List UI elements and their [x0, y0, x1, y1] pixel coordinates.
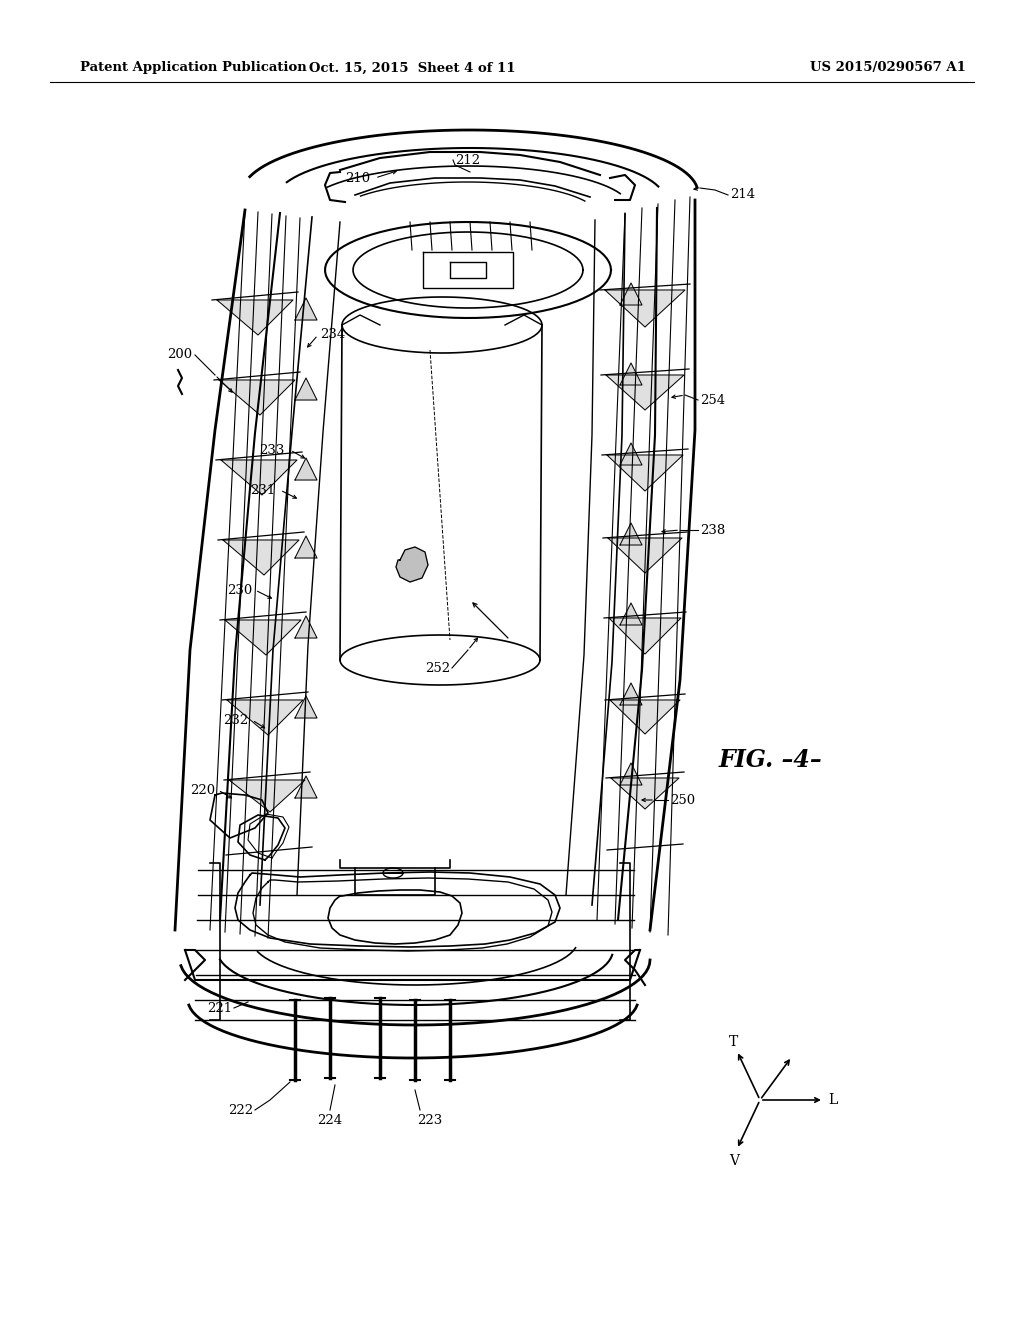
- Polygon shape: [620, 523, 642, 545]
- Polygon shape: [620, 363, 642, 385]
- Text: 200: 200: [168, 348, 193, 362]
- Text: US 2015/0290567 A1: US 2015/0290567 A1: [810, 62, 966, 74]
- Text: 233: 233: [260, 444, 285, 457]
- Text: V: V: [729, 1154, 739, 1168]
- Polygon shape: [223, 540, 299, 576]
- Text: 212: 212: [455, 153, 480, 166]
- Polygon shape: [608, 539, 682, 573]
- Polygon shape: [610, 700, 680, 734]
- Polygon shape: [295, 776, 317, 799]
- Text: 234: 234: [319, 329, 345, 342]
- Polygon shape: [620, 282, 642, 305]
- Text: Patent Application Publication: Patent Application Publication: [80, 62, 307, 74]
- Text: 210: 210: [345, 172, 370, 185]
- Polygon shape: [605, 290, 685, 327]
- Text: 231: 231: [250, 483, 275, 496]
- Text: 230: 230: [226, 583, 252, 597]
- Polygon shape: [620, 603, 642, 624]
- Text: 238: 238: [700, 524, 725, 536]
- Polygon shape: [225, 620, 301, 655]
- Text: 223: 223: [418, 1114, 442, 1126]
- Polygon shape: [295, 536, 317, 558]
- Polygon shape: [620, 444, 642, 465]
- Polygon shape: [607, 455, 683, 491]
- Text: 224: 224: [317, 1114, 343, 1126]
- Polygon shape: [295, 616, 317, 638]
- Text: 222: 222: [228, 1104, 253, 1117]
- Polygon shape: [219, 380, 295, 414]
- Polygon shape: [217, 300, 293, 335]
- Text: 252: 252: [425, 661, 450, 675]
- Text: 214: 214: [730, 189, 755, 202]
- Polygon shape: [611, 777, 679, 809]
- Text: FIG. –4–: FIG. –4–: [718, 748, 822, 772]
- Text: T: T: [729, 1035, 738, 1049]
- Text: Oct. 15, 2015  Sheet 4 of 11: Oct. 15, 2015 Sheet 4 of 11: [309, 62, 515, 74]
- Polygon shape: [227, 700, 303, 735]
- Text: L: L: [827, 1093, 838, 1107]
- Polygon shape: [609, 618, 681, 653]
- Text: 254: 254: [700, 393, 725, 407]
- Polygon shape: [295, 298, 317, 319]
- Text: 250: 250: [670, 793, 695, 807]
- Polygon shape: [606, 375, 684, 411]
- Polygon shape: [295, 458, 317, 480]
- Polygon shape: [620, 763, 642, 785]
- Text: 221: 221: [207, 1002, 232, 1015]
- Polygon shape: [620, 682, 642, 705]
- Polygon shape: [229, 780, 305, 812]
- Polygon shape: [221, 459, 297, 495]
- Polygon shape: [295, 378, 317, 400]
- Text: 232: 232: [223, 714, 248, 726]
- Text: 220: 220: [189, 784, 215, 796]
- Polygon shape: [396, 546, 428, 582]
- Polygon shape: [295, 696, 317, 718]
